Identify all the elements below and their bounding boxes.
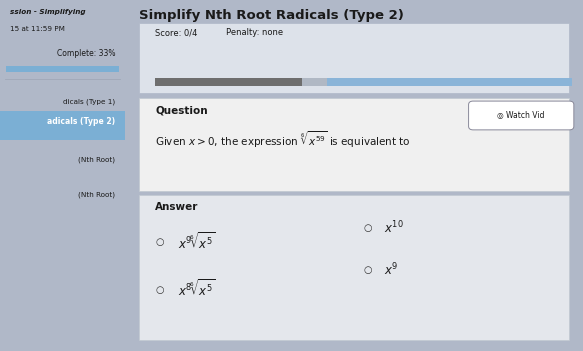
Bar [326, 78, 571, 86]
Text: ○: ○ [363, 223, 372, 233]
Text: ○: ○ [155, 237, 164, 247]
Text: $x^{10}$: $x^{10}$ [384, 220, 403, 237]
Text: ○: ○ [155, 285, 164, 294]
Text: adicals (Type 2): adicals (Type 2) [47, 117, 115, 126]
Text: Complete: 33%: Complete: 33% [57, 49, 115, 58]
Text: Given $x > 0$, the expression $\sqrt[6]{x^{59}}$ is equivalent to: Given $x > 0$, the expression $\sqrt[6]{… [155, 130, 411, 151]
Bar [139, 98, 569, 191]
Text: ssion - Simplifying: ssion - Simplifying [10, 9, 86, 15]
Text: $x^9$: $x^9$ [384, 262, 398, 279]
Text: (Nth Root): (Nth Root) [78, 156, 115, 163]
Text: $x^9\!\sqrt[6]{x^5}$: $x^9\!\sqrt[6]{x^5}$ [178, 232, 215, 253]
FancyBboxPatch shape [469, 101, 574, 130]
Text: Answer: Answer [155, 202, 198, 212]
Bar [0, 111, 125, 140]
Bar [6, 66, 119, 72]
Text: Question: Question [155, 105, 208, 115]
Text: dicals (Type 1): dicals (Type 1) [63, 98, 115, 105]
Text: Penalty: none: Penalty: none [226, 28, 283, 37]
Text: ◎ Watch Vid: ◎ Watch Vid [497, 111, 545, 120]
Bar [155, 78, 301, 86]
Text: 15 at 11:59 PM: 15 at 11:59 PM [10, 26, 65, 32]
Text: Simplify Nth Root Radicals (Type 2): Simplify Nth Root Radicals (Type 2) [139, 9, 404, 22]
Text: ○: ○ [363, 265, 372, 275]
Bar [155, 78, 571, 86]
Text: Score: 0/4: Score: 0/4 [155, 28, 198, 37]
Text: $x^8\!\sqrt[6]{x^5}$: $x^8\!\sqrt[6]{x^5}$ [178, 279, 215, 300]
Text: (Nth Root): (Nth Root) [78, 191, 115, 198]
Bar [139, 195, 569, 340]
Bar [139, 23, 569, 93]
